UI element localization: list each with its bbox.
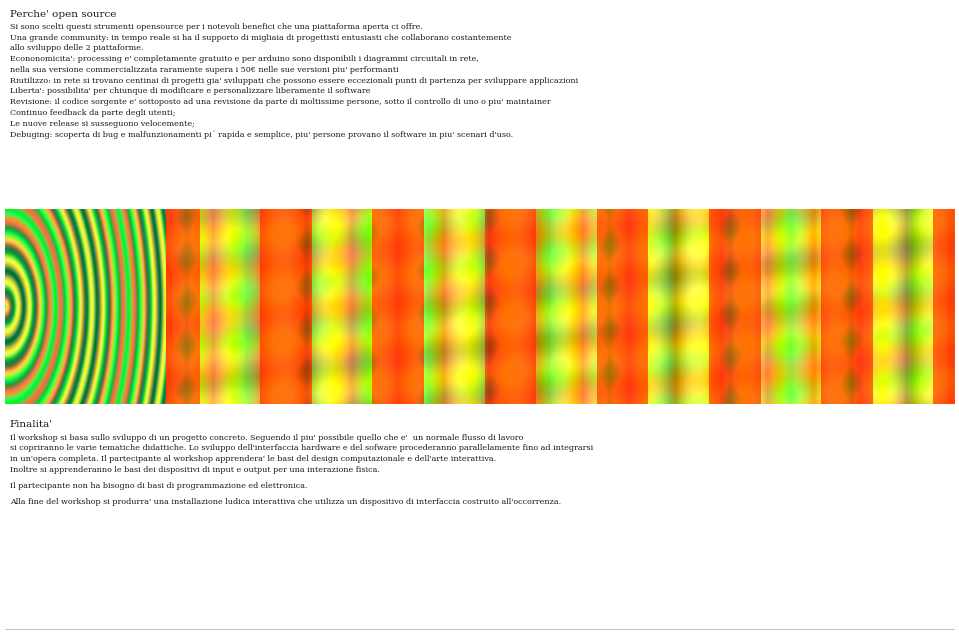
Text: Econonomicita': processing e' completamente gratuito e per arduino sono disponib: Econonomicita': processing e' completame…	[10, 55, 479, 63]
Text: Il workshop si basa sullo sviluppo di un progetto concreto. Seguendo il piu' pos: Il workshop si basa sullo sviluppo di un…	[10, 434, 523, 441]
Text: Inoltre si apprenderanno le basi dei dispositivi di input e output per una inter: Inoltre si apprenderanno le basi dei dis…	[10, 466, 380, 474]
Text: Si sono scelti questi strumenti opensource per i notevoli benefici che una piatt: Si sono scelti questi strumenti opensour…	[10, 23, 423, 31]
Text: Finalita': Finalita'	[10, 420, 53, 429]
Text: Alla fine del workshop si produrra' una installazione ludica interattiva che uti: Alla fine del workshop si produrra' una …	[10, 498, 561, 506]
Text: Perche' open source: Perche' open source	[10, 10, 116, 18]
Text: Una grande community: in tempo reale si ha il supporto di migliaia di progettist: Una grande community: in tempo reale si …	[10, 34, 511, 41]
Text: nella sua versione commercializzata raramente supera i 50€ nelle sue versioni pi: nella sua versione commercializzata rara…	[10, 66, 398, 74]
Text: Riutilizzo: in rete si trovano centinai di progetti gia' sviluppati che possono : Riutilizzo: in rete si trovano centinai …	[10, 76, 578, 85]
Text: Continuo feedback da parte degli utenti;: Continuo feedback da parte degli utenti;	[10, 109, 175, 117]
Text: Debuging: scoperta di bug e malfunzionamenti pi´ rapida e semplice, piu' persone: Debuging: scoperta di bug e malfunzionam…	[10, 131, 513, 139]
Text: Revisione: il codice sorgente e' sottoposto ad una revisione da parte di moltiss: Revisione: il codice sorgente e' sottopo…	[10, 98, 550, 106]
Text: si copriranno le varie tematiche didattiche. Lo sviluppo dell'interfaccia hardwa: si copriranno le varie tematiche didatti…	[10, 445, 593, 452]
Text: Il partecipante non ha bisogno di basi di programmazione ed elettronica.: Il partecipante non ha bisogno di basi d…	[10, 482, 307, 490]
Text: Liberta': possibilita' per chiunque di modificare e personalizzare liberamente i: Liberta': possibilita' per chiunque di m…	[10, 87, 370, 96]
Text: allo sviluppo delle 2 piattaforme.: allo sviluppo delle 2 piattaforme.	[10, 45, 143, 52]
Text: in un'opera completa. Il partecipante al workshop apprendera' le basi del design: in un'opera completa. Il partecipante al…	[10, 455, 496, 463]
Text: Le nuove release si susseguono velocemente;: Le nuove release si susseguono velocemen…	[10, 120, 195, 128]
